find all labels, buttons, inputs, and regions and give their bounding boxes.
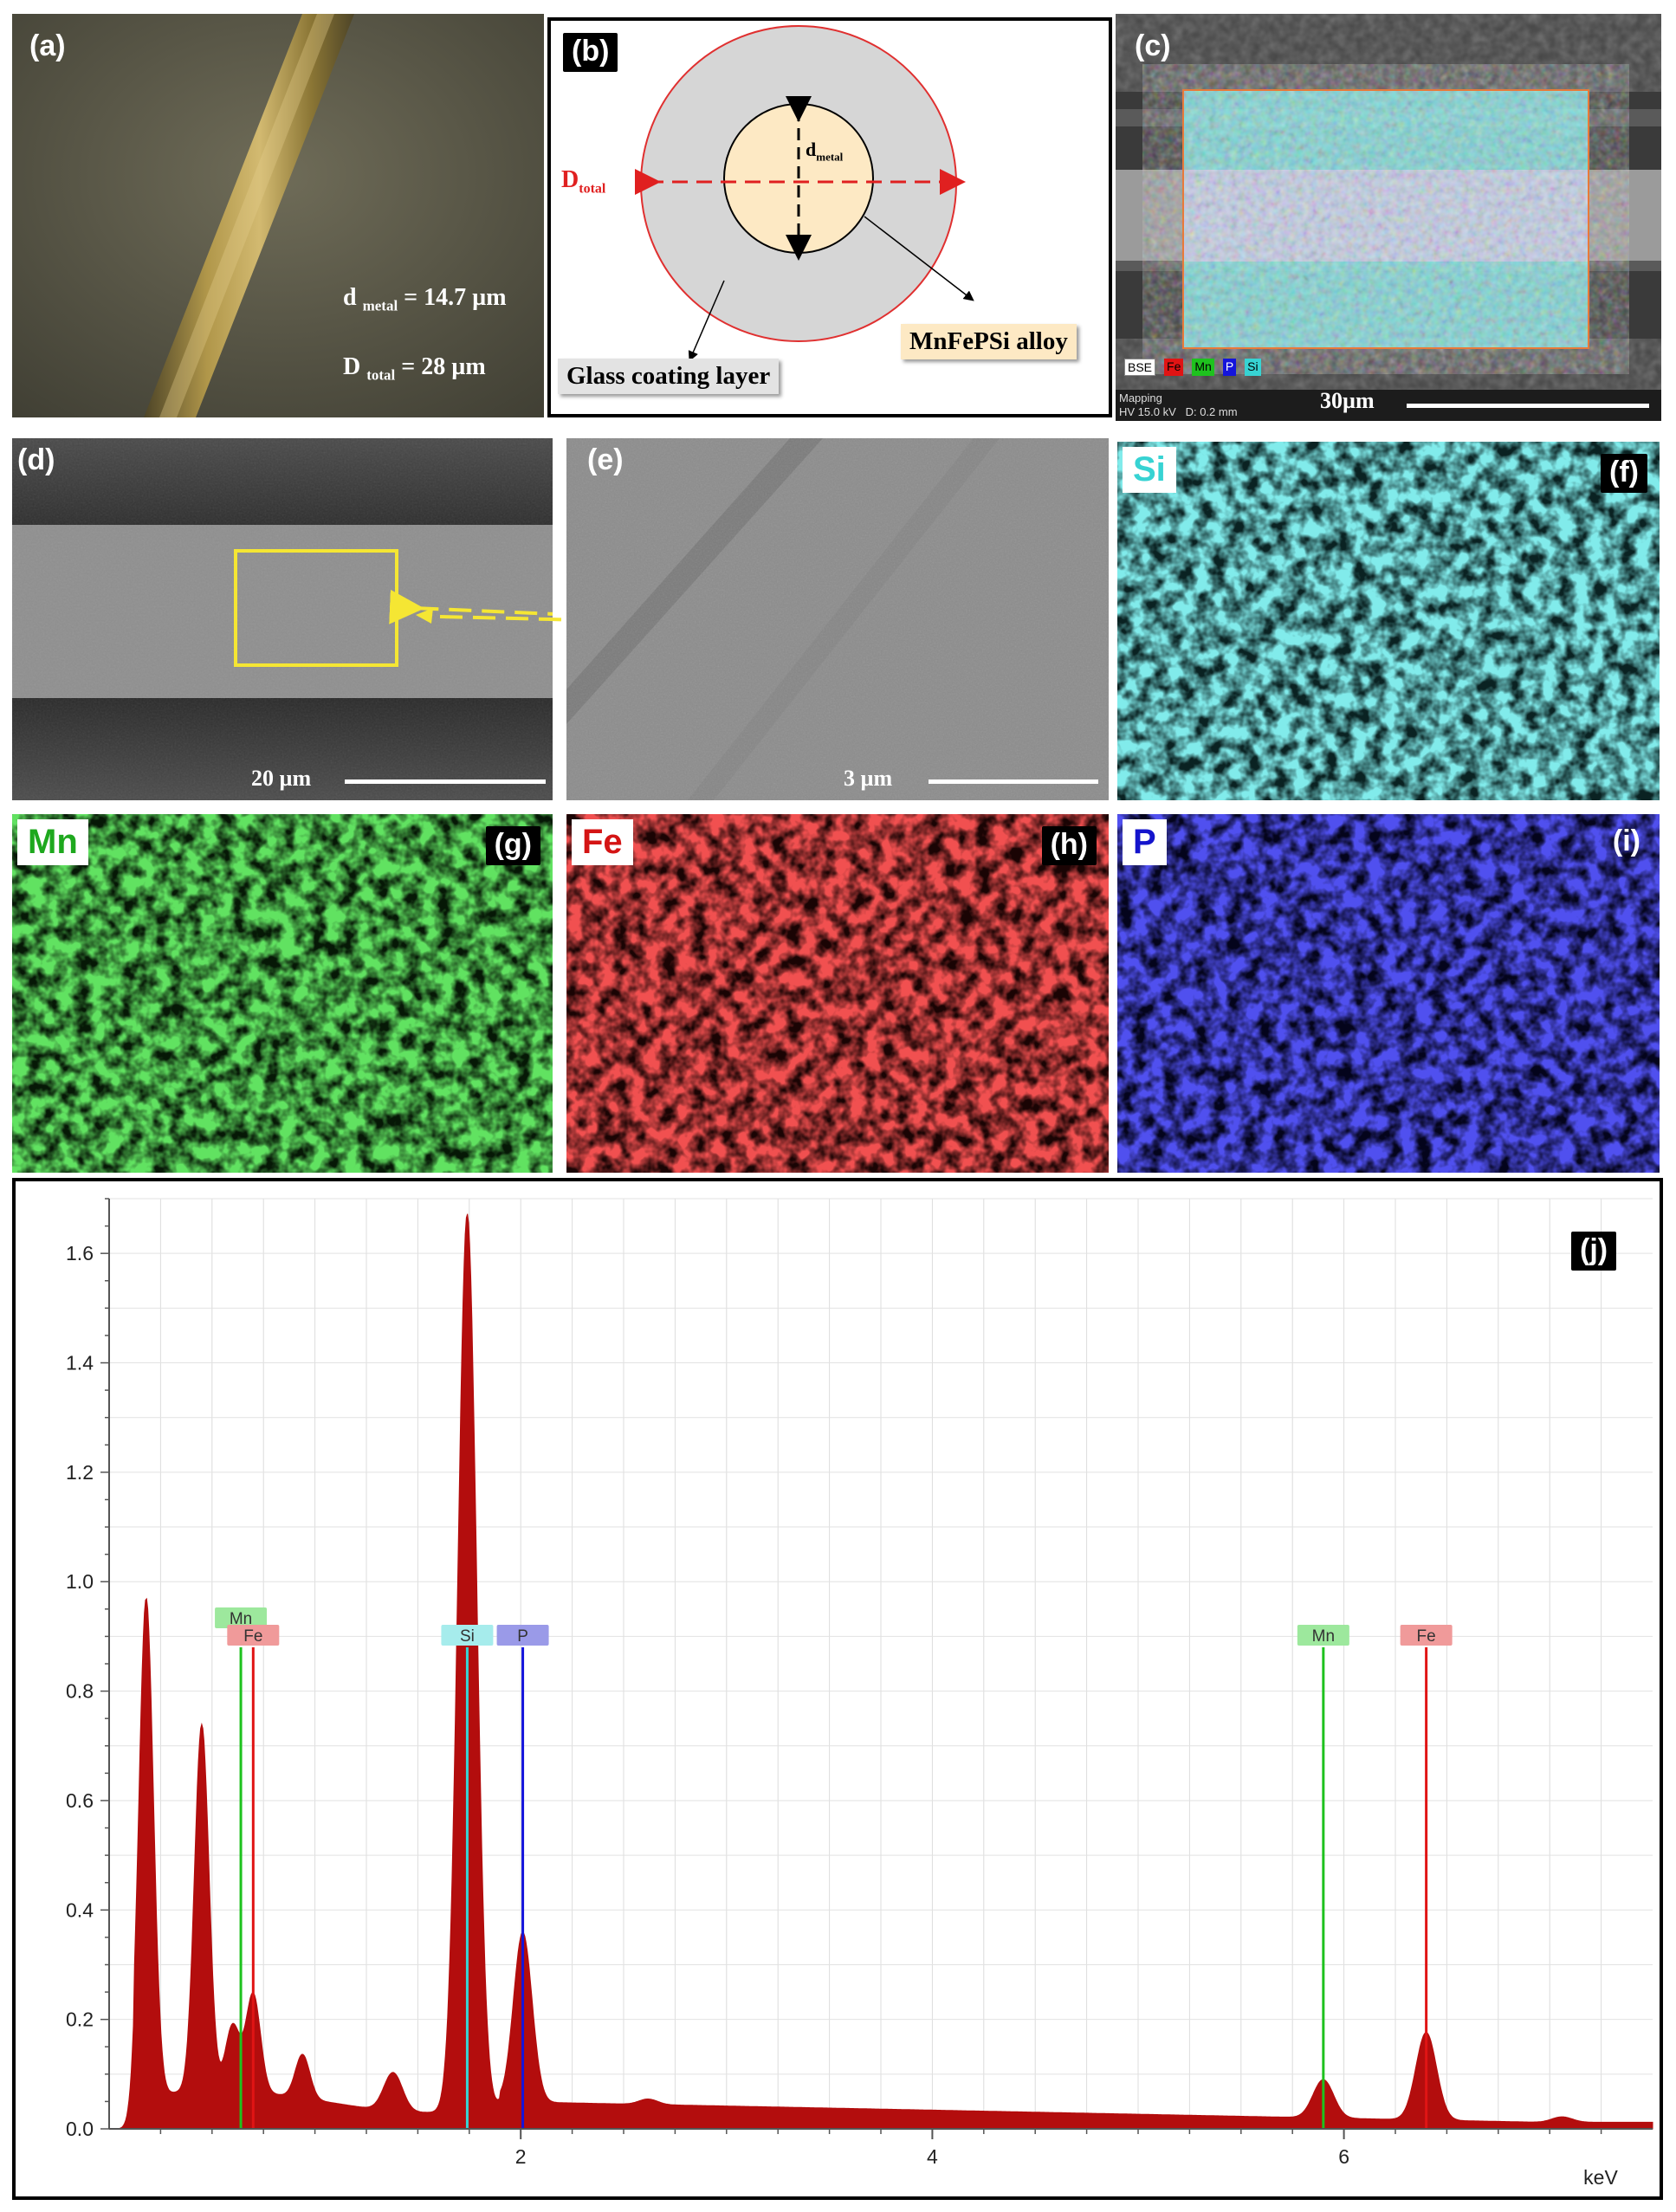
p-distribution-map xyxy=(1117,814,1660,1173)
scale-text-c: 30µm xyxy=(1320,388,1375,413)
panel-label-b: (b) xyxy=(563,33,618,72)
element-marker-tag xyxy=(1297,1625,1349,1646)
sem-overview-image xyxy=(12,438,553,800)
panel-g-mn-map: Mn (g) xyxy=(12,814,553,1173)
y-tick-label: 1.6 xyxy=(66,1242,94,1264)
element-marker-tag xyxy=(227,1625,280,1646)
legend-fe: Fe xyxy=(1164,359,1184,376)
element-marker-tag xyxy=(215,1607,268,1629)
eds-spectrum-chart: MnFe Si P Mn Fe0.00.20.40.60.81.01.21.41.62 4… xyxy=(66,1198,1653,2189)
glass-coating-label: Glass coating layer xyxy=(558,359,780,394)
sem-info-line1: Mapping xyxy=(1119,391,1162,404)
D-total-annotation: D total = 28 µm xyxy=(343,353,486,384)
mapping-legend: BSE Fe Mn P Si xyxy=(1124,359,1261,376)
y-tick-label: 0.2 xyxy=(66,2008,94,2031)
panel-label-d: (d) xyxy=(17,443,55,476)
scale-text-e: 3 µm xyxy=(844,766,893,791)
element-label-fe: Fe xyxy=(572,819,633,865)
legend-p: P xyxy=(1222,359,1237,376)
element-label-p: P xyxy=(1123,819,1167,865)
panel-label-a: (a) xyxy=(29,29,66,62)
element-marker-label: Fe xyxy=(243,1627,262,1646)
y-tick-label: 1.4 xyxy=(66,1352,94,1374)
panel-e-sem-zoom: (e) 3 µm xyxy=(566,438,1109,800)
panel-c-sem-mapping: BSE Fe Mn P Si Mapping HV 15.0 kV D: 0.2… xyxy=(1116,14,1661,421)
sem-mapping-image xyxy=(1116,14,1661,421)
scale-bar-d xyxy=(345,779,546,784)
y-tick-label: 0.0 xyxy=(66,2118,94,2140)
legend-mn: Mn xyxy=(1192,359,1214,376)
element-marker-label: P xyxy=(517,1627,528,1646)
element-marker-label: Mn xyxy=(230,1610,252,1628)
panel-f-si-map: Si (f) xyxy=(1117,442,1660,800)
x-axis-label: keV xyxy=(1583,2166,1618,2189)
sem-zoom-image xyxy=(566,438,1109,800)
panel-label-i: (i) xyxy=(1612,825,1640,857)
cross-section-diagram xyxy=(635,25,974,362)
panel-label-c: (c) xyxy=(1135,29,1171,62)
d-metal-label: dmetal xyxy=(806,139,844,164)
y-tick-label: 0.6 xyxy=(66,1789,94,1812)
panel-j-eds-spectrum: Mn Fe Si P Mn Fe 0.0 0.2 0.4 0.6 0.8 1.0 1.2 1.4 1.6 2 4… xyxy=(12,1178,1663,2200)
element-marker-label: Fe xyxy=(1417,1627,1436,1646)
y-tick-label: 0.4 xyxy=(66,1898,94,1921)
y-tick-label: 1.2 xyxy=(66,1461,94,1484)
element-marker-tag xyxy=(496,1625,549,1646)
x-tick-label: 6 xyxy=(1338,2145,1349,2168)
element-marker-tag xyxy=(441,1625,494,1646)
panel-label-f: (f) xyxy=(1601,454,1647,493)
panel-i-p-map: P (i) xyxy=(1117,814,1660,1173)
panel-d-sem-overview: (d) 20 µm xyxy=(12,438,553,800)
scale-text-d: 20 µm xyxy=(251,766,312,791)
panel-label-h: (h) xyxy=(1041,826,1097,865)
element-marker-label: Mn xyxy=(1312,1627,1335,1646)
microwire-optical-image xyxy=(12,14,544,417)
fe-distribution-map xyxy=(566,814,1109,1173)
panel-b-schematic: (b) Dtotal dmetal MnFePSi alloy Glass co… xyxy=(547,17,1112,417)
panel-label-j: (j) xyxy=(1571,1232,1617,1271)
alloy-label: MnFePSi alloy xyxy=(901,324,1077,359)
element-marker-label: Si xyxy=(460,1627,475,1646)
legend-si: Si xyxy=(1245,359,1261,376)
panel-label-e: (e) xyxy=(587,443,624,476)
spectrum-area xyxy=(109,1213,1653,2130)
y-tick-label: 1.0 xyxy=(66,1570,94,1593)
mn-distribution-map xyxy=(12,814,553,1173)
element-marker-tag xyxy=(1400,1625,1453,1646)
element-label-si: Si xyxy=(1123,447,1176,493)
legend-bse: BSE xyxy=(1124,359,1156,376)
D-total-label: Dtotal xyxy=(561,166,606,197)
d-metal-annotation: d metal = 14.7 µm xyxy=(343,284,507,314)
element-label-mn: Mn xyxy=(17,819,88,865)
x-tick-label: 4 xyxy=(927,2145,938,2168)
panel-label-g: (g) xyxy=(485,826,540,865)
panel-h-fe-map: Fe (h) xyxy=(566,814,1109,1173)
sem-info-line2: HV 15.0 kV D: 0.2 mm xyxy=(1119,405,1238,418)
panel-a-optical-image: (a) d metal = 14.7 µm D total = 28 µm xyxy=(12,14,544,417)
y-tick-label: 0.8 xyxy=(66,1680,94,1703)
scale-bar-c xyxy=(1407,404,1649,408)
x-tick-label: 2 xyxy=(515,2145,527,2168)
scale-bar-e xyxy=(929,779,1098,784)
si-distribution-map xyxy=(1117,442,1660,800)
